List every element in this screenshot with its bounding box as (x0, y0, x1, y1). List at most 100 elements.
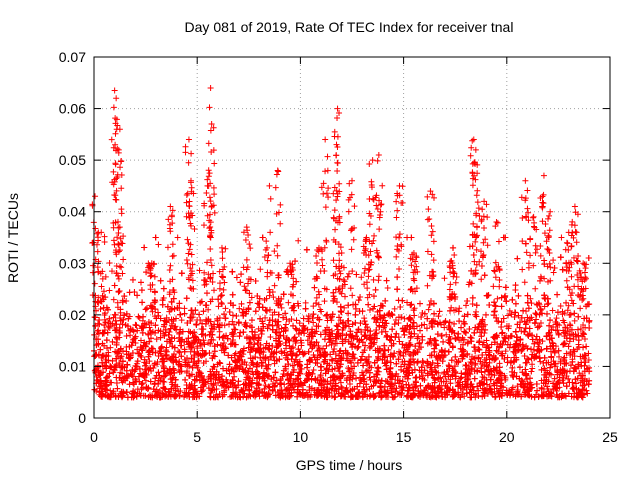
data-point (384, 284, 391, 291)
data-point (111, 282, 118, 289)
data-point (177, 342, 184, 349)
data-point (563, 277, 570, 284)
data-point (417, 300, 424, 307)
data-point (532, 310, 539, 317)
data-point (163, 351, 170, 358)
data-point (349, 344, 356, 351)
data-point (144, 330, 151, 337)
data-point (160, 285, 167, 292)
data-point (203, 290, 210, 297)
data-point (146, 358, 153, 365)
chart-title: Day 081 of 2019, Rate Of TEC Index for r… (185, 19, 514, 35)
data-point (181, 305, 188, 312)
data-point (443, 331, 450, 338)
data-point (488, 341, 495, 348)
data-point (102, 273, 109, 280)
data-point (132, 366, 139, 373)
data-point (200, 308, 207, 315)
data-point (110, 296, 117, 303)
data-point (411, 330, 418, 337)
data-point (504, 359, 511, 366)
data-point (567, 311, 574, 318)
data-point (245, 280, 252, 287)
data-point (239, 309, 246, 316)
data-point (219, 300, 226, 307)
data-point (391, 305, 398, 312)
data-point (262, 314, 269, 321)
data-point (97, 346, 104, 353)
data-point (436, 308, 443, 315)
data-point (463, 302, 470, 309)
data-point (142, 377, 149, 384)
data-point (355, 326, 362, 333)
data-point (424, 340, 431, 347)
data-point (272, 369, 279, 376)
data-point (283, 345, 290, 352)
data-point (467, 359, 474, 366)
data-point (139, 299, 146, 306)
data-point (278, 381, 285, 388)
data-point (216, 328, 223, 335)
data-point (107, 387, 114, 394)
data-point (222, 315, 229, 322)
data-point (484, 362, 491, 369)
data-point (352, 319, 359, 326)
data-point (151, 361, 158, 368)
data-point (504, 312, 511, 319)
data-point (289, 344, 296, 351)
data-point (153, 336, 160, 343)
data-point (310, 303, 317, 310)
data-point (531, 319, 538, 326)
data-point (326, 339, 333, 346)
data-point (178, 317, 185, 324)
data-point (310, 319, 317, 326)
data-point (278, 304, 285, 311)
data-point (367, 376, 374, 383)
data-point (134, 346, 141, 353)
data-point (118, 264, 125, 271)
data-point (375, 365, 382, 372)
data-point (555, 331, 562, 338)
data-point (295, 237, 302, 244)
data-point (526, 375, 533, 382)
data-point (391, 321, 398, 328)
data-point (310, 367, 317, 374)
data-point (155, 241, 162, 248)
data-point (256, 393, 263, 400)
data-point (270, 294, 277, 301)
data-point (492, 394, 499, 401)
data-point (452, 353, 459, 360)
data-point (506, 307, 513, 314)
data-point (106, 287, 113, 294)
data-point (267, 334, 274, 341)
data-point (383, 332, 390, 339)
data-point (262, 382, 269, 389)
data-point (341, 304, 348, 311)
data-point (538, 366, 545, 373)
data-point (482, 311, 489, 318)
data-point (132, 321, 139, 328)
data-point (551, 265, 558, 271)
data-series-roti (89, 84, 593, 401)
data-point (440, 378, 447, 385)
data-point (512, 286, 519, 293)
data-point (413, 374, 420, 381)
data-point (161, 373, 168, 380)
data-point (302, 299, 309, 306)
data-point (157, 277, 164, 284)
data-point (462, 329, 469, 336)
data-point (514, 255, 521, 262)
data-point (442, 347, 449, 354)
data-point (257, 266, 264, 273)
data-point (194, 345, 201, 352)
data-point (396, 338, 403, 345)
data-point (205, 306, 212, 313)
data-point (106, 259, 113, 266)
data-point (174, 234, 181, 241)
data-point (133, 322, 140, 329)
data-point (252, 308, 259, 315)
data-point (556, 353, 563, 360)
data-point (278, 325, 285, 332)
data-point (396, 348, 403, 355)
